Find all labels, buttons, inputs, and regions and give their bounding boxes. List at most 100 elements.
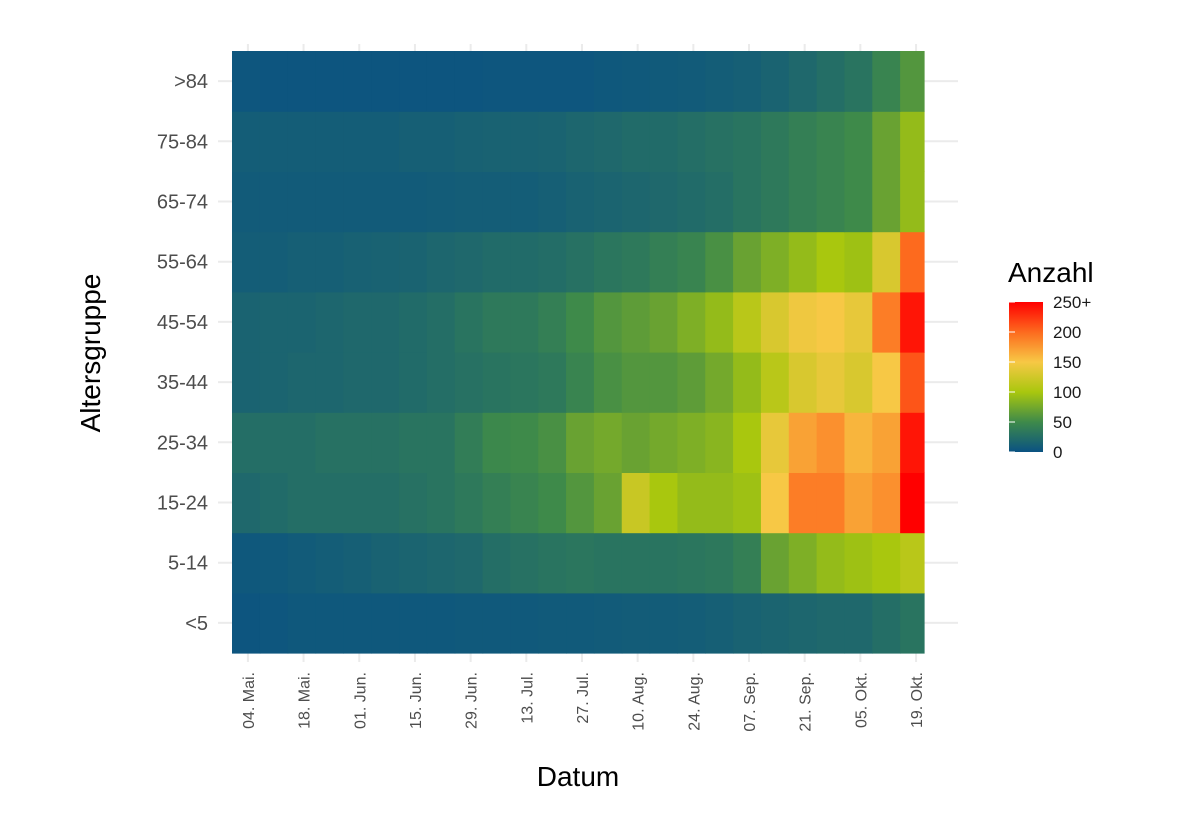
x-tick-label: 13. Jul. bbox=[519, 672, 536, 724]
heatmap-cell bbox=[593, 352, 623, 413]
heatmap-cell bbox=[760, 532, 790, 594]
heatmap-cell bbox=[482, 592, 511, 654]
heatmap-cell bbox=[677, 231, 706, 293]
heatmap-cell bbox=[872, 171, 901, 233]
y-tick-label: 25-34 bbox=[157, 432, 208, 454]
heatmap-cell bbox=[872, 51, 901, 112]
color-legend: Anzahl 250+ 200 150 100 50 0 bbox=[1008, 257, 1094, 462]
heatmap-cell bbox=[399, 592, 428, 654]
heatmap-cell bbox=[900, 291, 925, 353]
heatmap-cell bbox=[844, 412, 873, 473]
heatmap-cell bbox=[900, 592, 925, 654]
heatmap-cell bbox=[844, 171, 873, 233]
heatmap-cell bbox=[844, 532, 873, 594]
heatmap-cell bbox=[677, 171, 706, 233]
heatmap-cell bbox=[566, 51, 595, 112]
x-axis-title: Datum bbox=[537, 761, 619, 792]
heatmap-cell bbox=[232, 532, 261, 594]
heatmap-cell bbox=[816, 171, 846, 233]
x-tick-label: 27. Jul. bbox=[575, 672, 592, 724]
heatmap-cell bbox=[232, 352, 261, 413]
heatmap-cell bbox=[343, 111, 372, 172]
heatmap-cell bbox=[844, 231, 873, 293]
heatmap-cell bbox=[733, 472, 762, 534]
heatmap-cell bbox=[482, 532, 511, 594]
heatmap-cell bbox=[649, 532, 679, 594]
heatmap-cell bbox=[593, 532, 623, 594]
heatmap-cell bbox=[733, 592, 762, 654]
heatmap-cell bbox=[287, 111, 317, 172]
heatmap-cell bbox=[315, 171, 344, 233]
heatmap-cell bbox=[510, 592, 539, 654]
y-tick-label: 55-64 bbox=[157, 252, 208, 274]
heatmap-cell bbox=[454, 592, 484, 654]
heatmap-cell bbox=[399, 412, 428, 473]
heatmap-cell bbox=[454, 352, 484, 413]
heatmap-cell bbox=[788, 592, 818, 654]
heatmap-cell bbox=[872, 111, 901, 172]
heatmap-cell bbox=[510, 171, 539, 233]
heatmap-cell bbox=[232, 171, 261, 233]
x-axis-tick-labels: 04. Mai. 18. Mai. 01. Jun. 15. Jun. 29. Jun.… bbox=[241, 672, 926, 732]
heatmap-cell bbox=[705, 532, 734, 594]
heatmap-cell bbox=[705, 171, 734, 233]
heatmap-cell bbox=[760, 352, 790, 413]
heatmap-cell bbox=[287, 51, 317, 112]
heatmap-cell bbox=[733, 171, 762, 233]
heatmap-cell bbox=[426, 352, 456, 413]
heatmap-cell bbox=[872, 472, 901, 534]
heatmap-cell bbox=[900, 51, 925, 112]
heatmap-cell bbox=[510, 231, 539, 293]
heatmap-cell bbox=[566, 231, 595, 293]
heatmap-cell bbox=[566, 592, 595, 654]
heatmap-cell bbox=[510, 111, 539, 172]
heatmap-cell bbox=[454, 532, 484, 594]
heatmap-cell bbox=[677, 291, 706, 353]
heatmap-cell bbox=[454, 472, 484, 534]
heatmap-cell bbox=[677, 352, 706, 413]
x-tick-label: 18. Mai. bbox=[297, 672, 314, 729]
heatmap-cell bbox=[566, 352, 595, 413]
heatmap-cell bbox=[426, 472, 456, 534]
heatmap-cell bbox=[259, 472, 289, 534]
x-tick-label: 21. Sep. bbox=[798, 672, 815, 732]
heatmap-cell bbox=[232, 231, 261, 293]
heatmap-cell bbox=[705, 592, 734, 654]
heatmap-cell bbox=[287, 532, 317, 594]
heatmap-cell bbox=[900, 171, 925, 233]
heatmap-cell bbox=[482, 231, 511, 293]
heatmap-cell bbox=[259, 231, 289, 293]
heatmap-cell bbox=[482, 352, 511, 413]
heatmap-cell bbox=[482, 51, 511, 112]
heatmap-cell bbox=[816, 291, 846, 353]
heatmap-cell bbox=[705, 231, 734, 293]
heatmap-cell bbox=[816, 352, 846, 413]
heatmap-cell bbox=[593, 291, 623, 353]
heatmap-cell bbox=[232, 51, 261, 112]
heatmap-cell bbox=[844, 51, 873, 112]
heatmap-cell bbox=[566, 412, 595, 473]
heatmap-cell bbox=[649, 51, 679, 112]
x-tick-label: 19. Okt. bbox=[909, 672, 926, 728]
heatmap-cell bbox=[510, 472, 539, 534]
heatmap-cell bbox=[788, 412, 818, 473]
legend-label: 50 bbox=[1053, 413, 1072, 432]
heatmap-cell bbox=[538, 532, 567, 594]
heatmap-cell bbox=[566, 472, 595, 534]
heatmap-cell bbox=[844, 472, 873, 534]
heatmap-cell bbox=[760, 592, 790, 654]
heatmap-cell bbox=[621, 532, 651, 594]
heatmap-cell bbox=[287, 472, 317, 534]
heatmap-cell bbox=[287, 171, 317, 233]
heatmap-cell bbox=[315, 532, 344, 594]
heatmap-cell bbox=[705, 472, 734, 534]
heatmap-cell bbox=[900, 111, 925, 172]
heatmap-cell bbox=[872, 352, 901, 413]
x-tick-label: 29. Jun. bbox=[464, 672, 481, 729]
heatmap-cell bbox=[371, 111, 400, 172]
heatmap-cell bbox=[621, 231, 651, 293]
heatmap-cell bbox=[399, 532, 428, 594]
heatmap-cell bbox=[844, 592, 873, 654]
heatmap-cell bbox=[788, 171, 818, 233]
